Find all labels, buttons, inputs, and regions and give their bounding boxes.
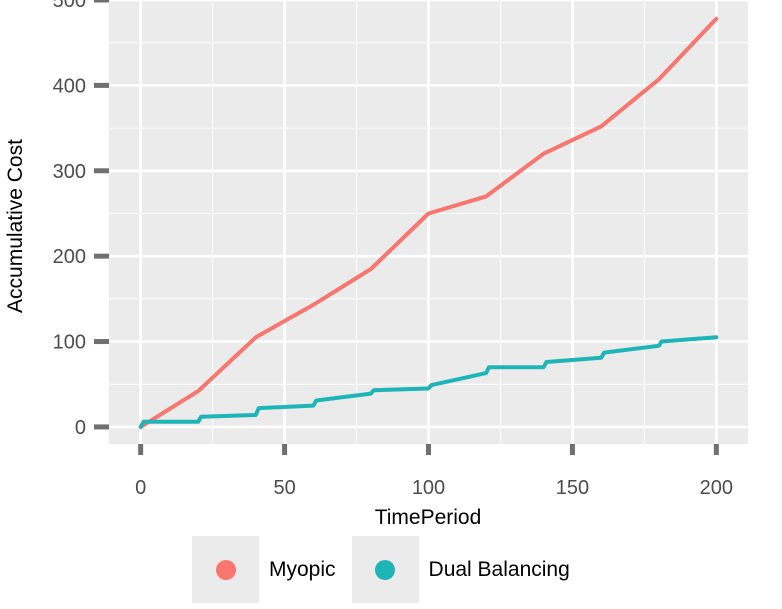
- y-tick-label: 500: [53, 0, 86, 12]
- y-tick-label: 300: [53, 161, 86, 183]
- legend-item-myopic: Myopic: [192, 536, 352, 603]
- legend-key-dual-balancing: [351, 536, 419, 603]
- x-tick-label: 200: [700, 477, 733, 499]
- x-tick-label: 0: [135, 477, 146, 499]
- tick-labels: 0 50 100 150 200 0 100 200 300 400 500: [53, 0, 733, 499]
- y-tick-label: 400: [53, 75, 86, 97]
- axis-ticks: [94, 0, 719, 455]
- legend-dot-dual-balancing: [375, 559, 396, 580]
- series-line-dual-balancing: [138, 335, 719, 429]
- major-gridlines: [109, 0, 748, 444]
- y-tick-label: 0: [75, 417, 86, 439]
- x-tick-label: 150: [556, 477, 589, 499]
- x-axis-title: TimePeriod: [375, 506, 482, 529]
- x-tick-label: 100: [412, 477, 445, 499]
- series-line-myopic: [138, 16, 719, 429]
- legend: Myopic Dual Balancing: [192, 536, 586, 603]
- legend-item-dual-balancing: Dual Balancing: [351, 536, 586, 603]
- legend-label-myopic: Myopic: [269, 557, 336, 581]
- y-tick-label: 200: [53, 246, 86, 268]
- legend-key-myopic: [192, 536, 259, 603]
- y-axis-title: Accumulative Cost: [4, 139, 27, 313]
- series-lines: [138, 16, 719, 429]
- y-tick-label: 100: [53, 332, 86, 354]
- x-tick-label: 50: [273, 477, 295, 499]
- legend-dot-myopic: [215, 559, 236, 580]
- legend-label-dual-balancing: Dual Balancing: [428, 557, 570, 581]
